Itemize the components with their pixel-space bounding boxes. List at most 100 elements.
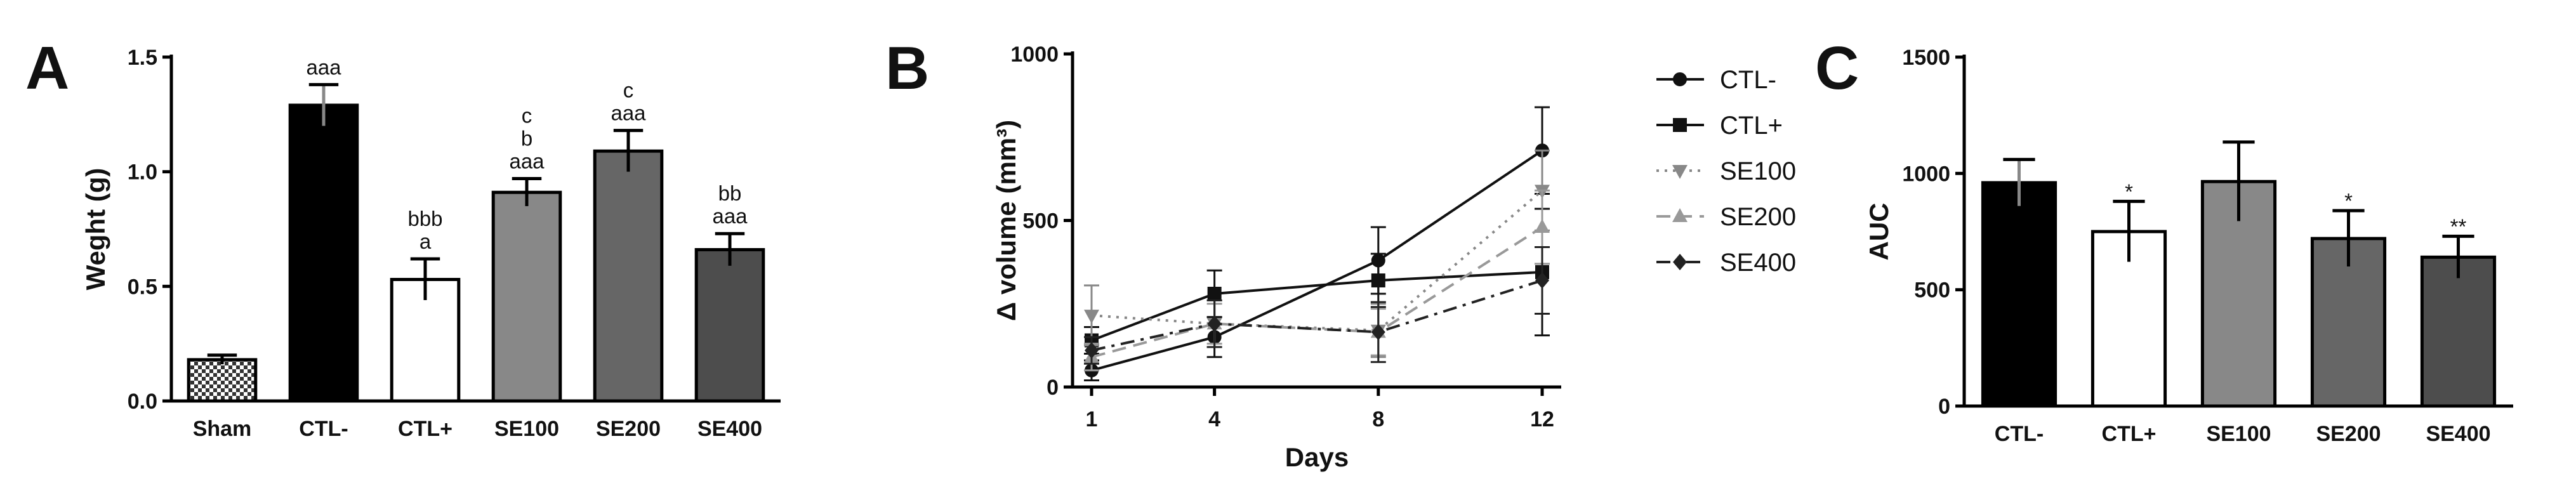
y-axis-title: Weght (g)	[81, 168, 110, 291]
significance-label: a	[419, 230, 432, 253]
error-bar	[613, 129, 644, 172]
legend-label: SE400	[1720, 249, 1796, 277]
series-se200	[1084, 189, 1550, 372]
significance-label: aaa	[611, 102, 646, 125]
y-tick-label: 0.0	[128, 390, 157, 414]
error-bar	[512, 177, 542, 206]
y-tick-label: 1000	[1010, 43, 1059, 67]
x-tick-label: 4	[1208, 407, 1220, 431]
x-tick-label: 8	[1372, 407, 1384, 431]
data-point	[1085, 342, 1099, 359]
error-bar	[207, 353, 237, 365]
series-se100	[1084, 149, 1550, 358]
data-point	[1673, 72, 1687, 86]
series-line	[1091, 149, 1543, 372]
y-tick-label: 1500	[1902, 46, 1950, 70]
x-tick-label: SE100	[494, 417, 559, 441]
x-tick-label: CTL+	[2102, 422, 2157, 446]
x-tick-label: CTL-	[1995, 422, 2044, 446]
panel-c-bar-chart: C 0 500 1000 1500 AUC CTL- CTL+ * SE100 SE200 * SE40…	[1815, 34, 2513, 446]
bar-se400	[2420, 255, 2497, 408]
panel-letter: B	[885, 34, 929, 102]
legend-item: CTL-	[1656, 66, 1776, 94]
series-line	[1091, 226, 1543, 358]
significance-label: aaa	[712, 204, 748, 228]
series-line	[1091, 270, 1543, 342]
bar-se200	[593, 149, 664, 403]
y-axis-title: AUC	[1864, 203, 1894, 261]
x-axis-title: Days	[1285, 442, 1349, 472]
x-tick-label: SE100	[2206, 422, 2271, 446]
y-tick-label: 0.5	[128, 275, 157, 299]
data-point	[1535, 219, 1550, 233]
bar-se100	[491, 190, 562, 403]
x-tick-label: SE200	[596, 417, 661, 441]
x-tick-label: Sham	[193, 417, 252, 441]
significance-label: *	[2125, 180, 2133, 203]
data-point	[1207, 287, 1222, 301]
data-point	[1672, 208, 1688, 222]
y-axis-title: Δ volume (mm³)	[991, 120, 1021, 321]
error-bar	[2003, 157, 2035, 206]
x-tick-label: 12	[1530, 407, 1554, 431]
data-point	[1207, 315, 1222, 332]
error-bar	[410, 257, 440, 301]
error-bar	[2113, 199, 2145, 262]
series-line	[1091, 189, 1543, 332]
y-tick-label: 1.5	[128, 46, 157, 70]
y-tick-label: 500	[1022, 209, 1059, 233]
y-tick-label: 500	[1914, 279, 1950, 303]
legend-item: SE200	[1656, 203, 1796, 231]
series-ctl-	[1084, 106, 1550, 381]
legend-item: SE400	[1656, 249, 1796, 277]
series-line	[1091, 279, 1543, 352]
y-tick-label: 1000	[1902, 162, 1950, 186]
bar-se400	[694, 248, 765, 403]
significance-label: c	[623, 79, 634, 102]
x-tick-label: SE400	[697, 417, 762, 441]
legend-item: SE100	[1656, 157, 1796, 185]
data-point	[1673, 118, 1687, 132]
data-point	[1371, 273, 1385, 287]
x-tick-label: CTL+	[398, 417, 452, 441]
error-bar	[715, 232, 745, 266]
significance-label: aaa	[306, 55, 341, 79]
bar-ctl-	[288, 103, 359, 403]
y-tick-label: 1.0	[128, 161, 157, 185]
significance-label: aaa	[509, 150, 545, 173]
significance-label: b	[521, 127, 532, 150]
series-se400	[1084, 246, 1550, 365]
legend-label: SE200	[1720, 203, 1796, 231]
bar-ctl-	[1981, 181, 2057, 408]
data-point	[1672, 165, 1688, 179]
significance-label: bbb	[407, 207, 442, 230]
significance-label: *	[2344, 189, 2353, 213]
x-tick-label: CTL-	[299, 417, 348, 441]
significance-label: **	[2450, 214, 2467, 238]
bar-sham	[187, 358, 258, 403]
significance-label: bb	[718, 181, 742, 205]
error-bar	[2332, 209, 2365, 266]
x-tick-label: SE200	[2316, 422, 2381, 446]
series-ctl+	[1084, 207, 1550, 355]
legend-label: SE100	[1720, 157, 1796, 185]
data-point	[1535, 272, 1549, 289]
panel-letter: A	[25, 34, 69, 102]
error-bar	[308, 82, 339, 126]
legend-item: CTL+	[1656, 112, 1783, 140]
y-tick-label: 0	[1938, 395, 1950, 419]
x-tick-label: SE400	[2426, 422, 2490, 446]
x-tick-label: 1	[1086, 407, 1098, 431]
panel-b-line-chart: B 0 500 1000 1 4 8 12 Δ volume (mm³) Days CTL- CTL+…	[885, 34, 1796, 472]
y-tick-label: 0	[1047, 376, 1059, 400]
legend-label: CTL+	[1720, 112, 1783, 140]
significance-label: c	[522, 104, 532, 128]
legend-label: CTL-	[1720, 66, 1776, 94]
panel-letter: C	[1815, 34, 1859, 102]
error-bar	[2442, 234, 2474, 279]
data-point	[1673, 254, 1687, 270]
data-point	[1084, 310, 1099, 324]
data-point	[1371, 324, 1385, 341]
